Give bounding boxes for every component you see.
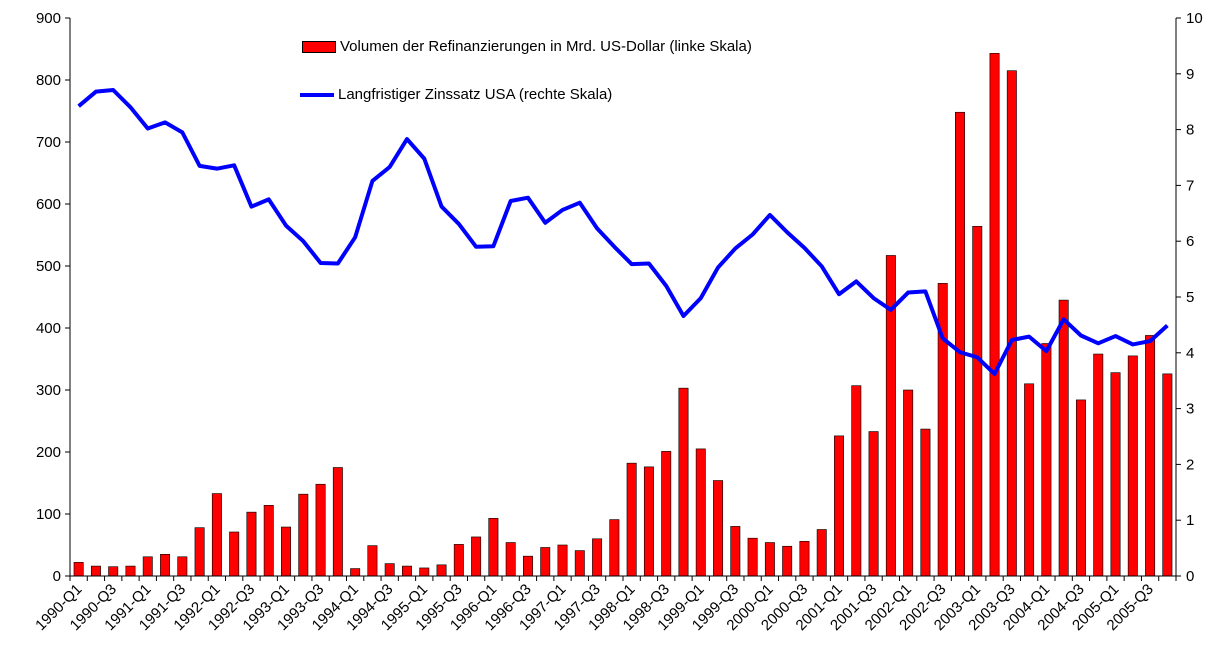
y2-tick-label: 5 xyxy=(1186,289,1194,306)
bar xyxy=(281,526,291,577)
bar xyxy=(1006,70,1017,577)
bar xyxy=(626,462,637,577)
bar xyxy=(1162,373,1173,577)
y2-tick-label: 0 xyxy=(1186,568,1194,585)
y2-tick-label: 3 xyxy=(1186,401,1194,418)
bar xyxy=(643,466,654,577)
bar xyxy=(194,527,205,577)
bar xyxy=(972,226,983,577)
bar xyxy=(90,565,101,577)
y2-tick-label: 7 xyxy=(1186,177,1194,194)
bar xyxy=(1058,299,1069,577)
bar xyxy=(315,483,326,577)
bar xyxy=(350,568,361,577)
bar xyxy=(747,537,758,577)
bar xyxy=(574,550,585,577)
bar xyxy=(782,545,793,577)
bar xyxy=(142,556,153,577)
y2-tick-label: 9 xyxy=(1186,66,1194,83)
bar xyxy=(661,451,672,577)
bar xyxy=(73,562,84,577)
legend-item: Volumen der Refinanzierungen in Mrd. US-… xyxy=(302,38,802,55)
y2-tick-label: 4 xyxy=(1186,345,1194,362)
y-tick-label: 300 xyxy=(36,382,61,399)
y-tick-label: 800 xyxy=(36,72,61,89)
bar xyxy=(816,529,827,577)
bar xyxy=(1024,383,1035,577)
y2-tick-label: 8 xyxy=(1186,122,1194,139)
bar xyxy=(1110,372,1121,577)
bar xyxy=(540,547,551,577)
bar xyxy=(402,565,412,577)
bar xyxy=(108,566,119,577)
bar xyxy=(488,518,499,577)
bar xyxy=(522,555,533,577)
bar xyxy=(1145,335,1156,577)
bar xyxy=(592,538,603,577)
bar xyxy=(989,53,1000,577)
y2-tick-label: 2 xyxy=(1186,456,1194,473)
line xyxy=(77,87,1169,376)
bar xyxy=(955,111,965,577)
bar xyxy=(678,387,689,577)
bar xyxy=(834,435,844,577)
bar xyxy=(505,542,516,577)
bar xyxy=(453,544,464,577)
y2-tick-label: 6 xyxy=(1186,233,1194,250)
bar xyxy=(885,255,896,577)
bar xyxy=(764,542,775,577)
y-tick-label: 200 xyxy=(36,444,61,461)
bar xyxy=(1093,353,1104,577)
bar xyxy=(471,536,482,577)
bar xyxy=(263,505,274,577)
y-tick-label: 500 xyxy=(36,258,61,275)
bar xyxy=(1127,355,1138,577)
bar xyxy=(436,564,447,577)
bar xyxy=(332,467,343,577)
legend-swatch xyxy=(302,41,336,53)
bar xyxy=(695,448,706,577)
bar xyxy=(557,544,568,577)
legend-swatch xyxy=(300,93,334,97)
bar xyxy=(1041,343,1052,577)
bar xyxy=(229,531,240,577)
bar xyxy=(384,563,395,577)
bar xyxy=(177,556,188,577)
bar xyxy=(419,567,430,577)
y-tick-label: 400 xyxy=(36,320,61,337)
bar xyxy=(713,480,724,577)
bar xyxy=(730,526,741,577)
y-tick-label: 600 xyxy=(36,196,61,213)
bar xyxy=(125,565,136,577)
y-tick-label: 100 xyxy=(36,506,61,523)
bar xyxy=(367,545,378,577)
bar xyxy=(868,431,879,577)
bar xyxy=(851,385,862,577)
bar xyxy=(246,511,257,577)
legend-label: Langfristiger Zinssatz USA (rechte Skala… xyxy=(338,86,613,103)
legend-item: Langfristiger Zinssatz USA (rechte Skala… xyxy=(300,86,800,103)
bar xyxy=(903,389,914,577)
y-tick-label: 900 xyxy=(36,10,61,27)
legend-label: Volumen der Refinanzierungen in Mrd. US-… xyxy=(340,38,752,55)
bar xyxy=(1075,399,1086,577)
y2-tick-label: 1 xyxy=(1186,512,1194,529)
y-tick-label: 0 xyxy=(53,568,61,585)
bar xyxy=(211,493,222,577)
bar xyxy=(920,428,931,577)
y2-tick-label: 10 xyxy=(1186,10,1203,27)
y-tick-label: 700 xyxy=(36,134,61,151)
bar xyxy=(799,540,810,577)
bar xyxy=(609,519,620,577)
bar xyxy=(160,553,171,577)
bar xyxy=(298,493,309,577)
